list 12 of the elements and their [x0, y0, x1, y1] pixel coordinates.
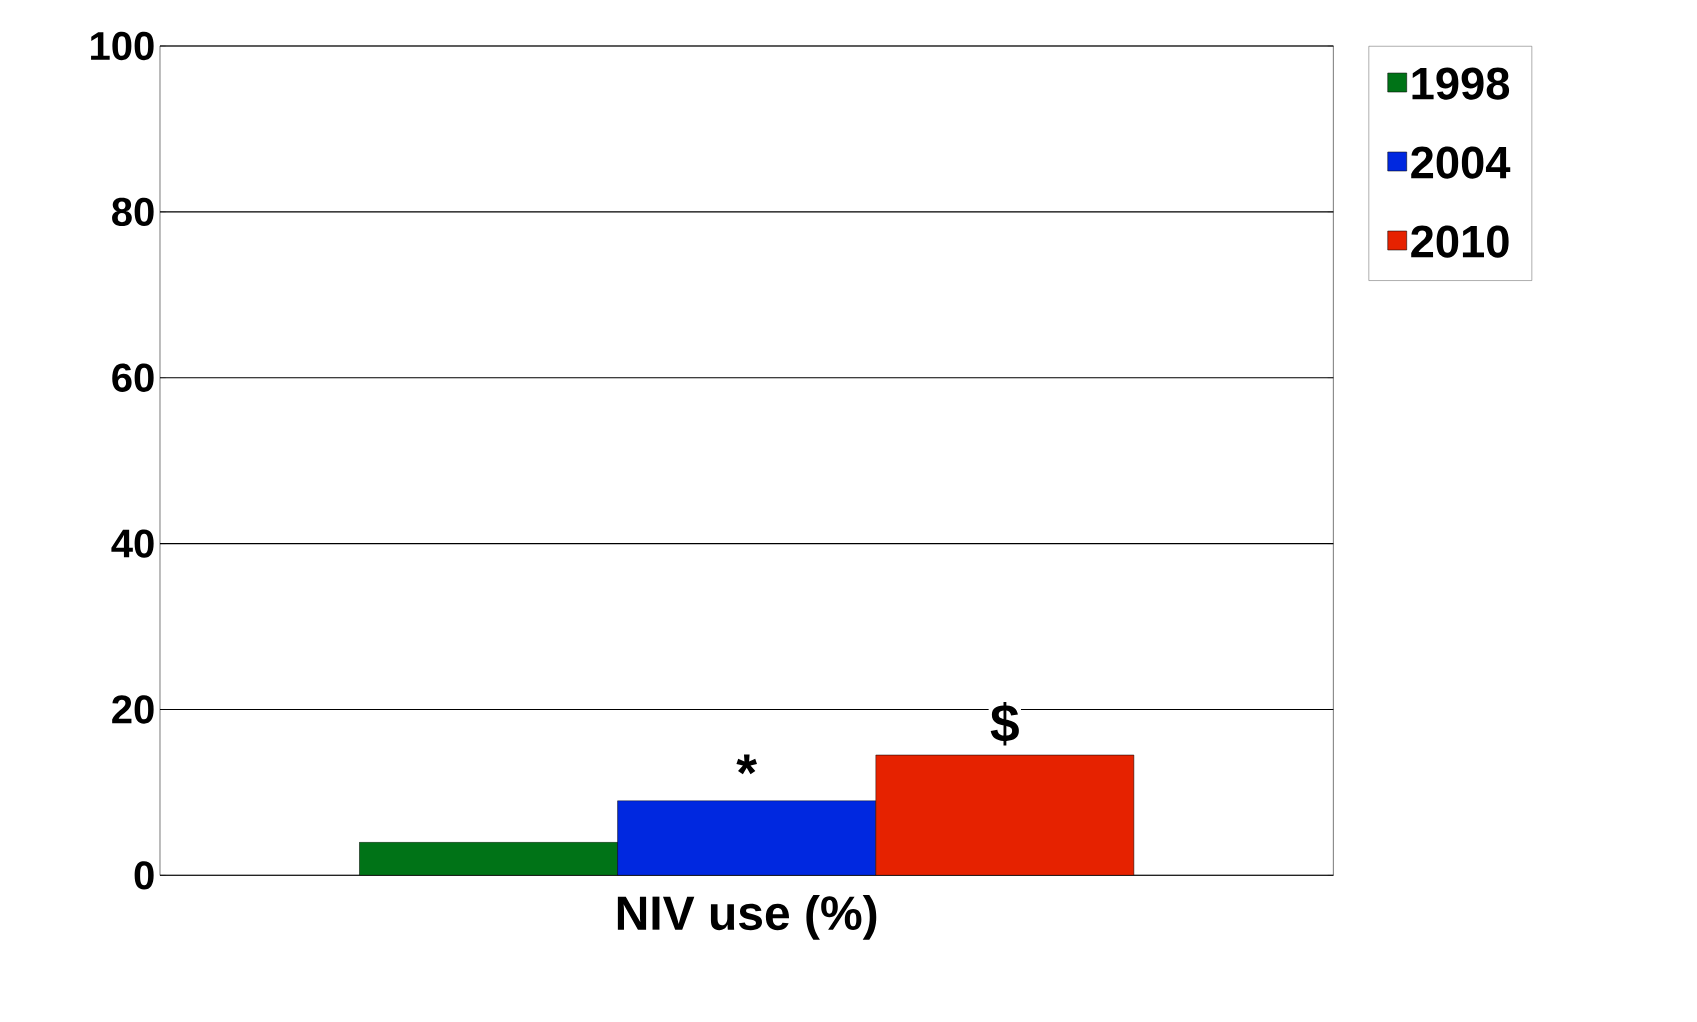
legend-label: 1998	[1412, 67, 1510, 100]
legend-label: 2004	[1411, 146, 1511, 179]
annotation: *	[736, 754, 757, 775]
y-tick-label: 40	[111, 529, 154, 558]
y-tick-label: 60	[112, 363, 154, 392]
y-tick-label: 80	[112, 197, 154, 227]
x-axis-title: NIV use (%)	[617, 894, 877, 940]
y-tick-label: 20	[112, 695, 154, 724]
y-tick-label: 100	[91, 31, 154, 61]
annotation: $	[990, 701, 1019, 746]
legend-label: 2010	[1411, 225, 1509, 258]
y-tick-label: 0	[134, 861, 154, 890]
